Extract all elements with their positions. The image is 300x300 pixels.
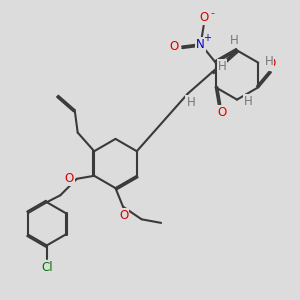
Text: -: -	[210, 8, 214, 18]
Text: H: H	[244, 94, 253, 108]
Text: H: H	[218, 60, 226, 73]
Text: N: N	[196, 38, 205, 51]
Text: O: O	[119, 208, 128, 222]
Text: O: O	[169, 40, 178, 53]
Text: Cl: Cl	[41, 261, 52, 274]
Text: O: O	[199, 11, 208, 24]
Text: H: H	[186, 96, 195, 109]
Text: O: O	[217, 106, 226, 119]
Text: O: O	[65, 172, 74, 185]
Text: +: +	[203, 33, 211, 43]
Text: H: H	[264, 55, 273, 68]
Text: H: H	[230, 34, 238, 47]
Text: O: O	[266, 57, 275, 70]
